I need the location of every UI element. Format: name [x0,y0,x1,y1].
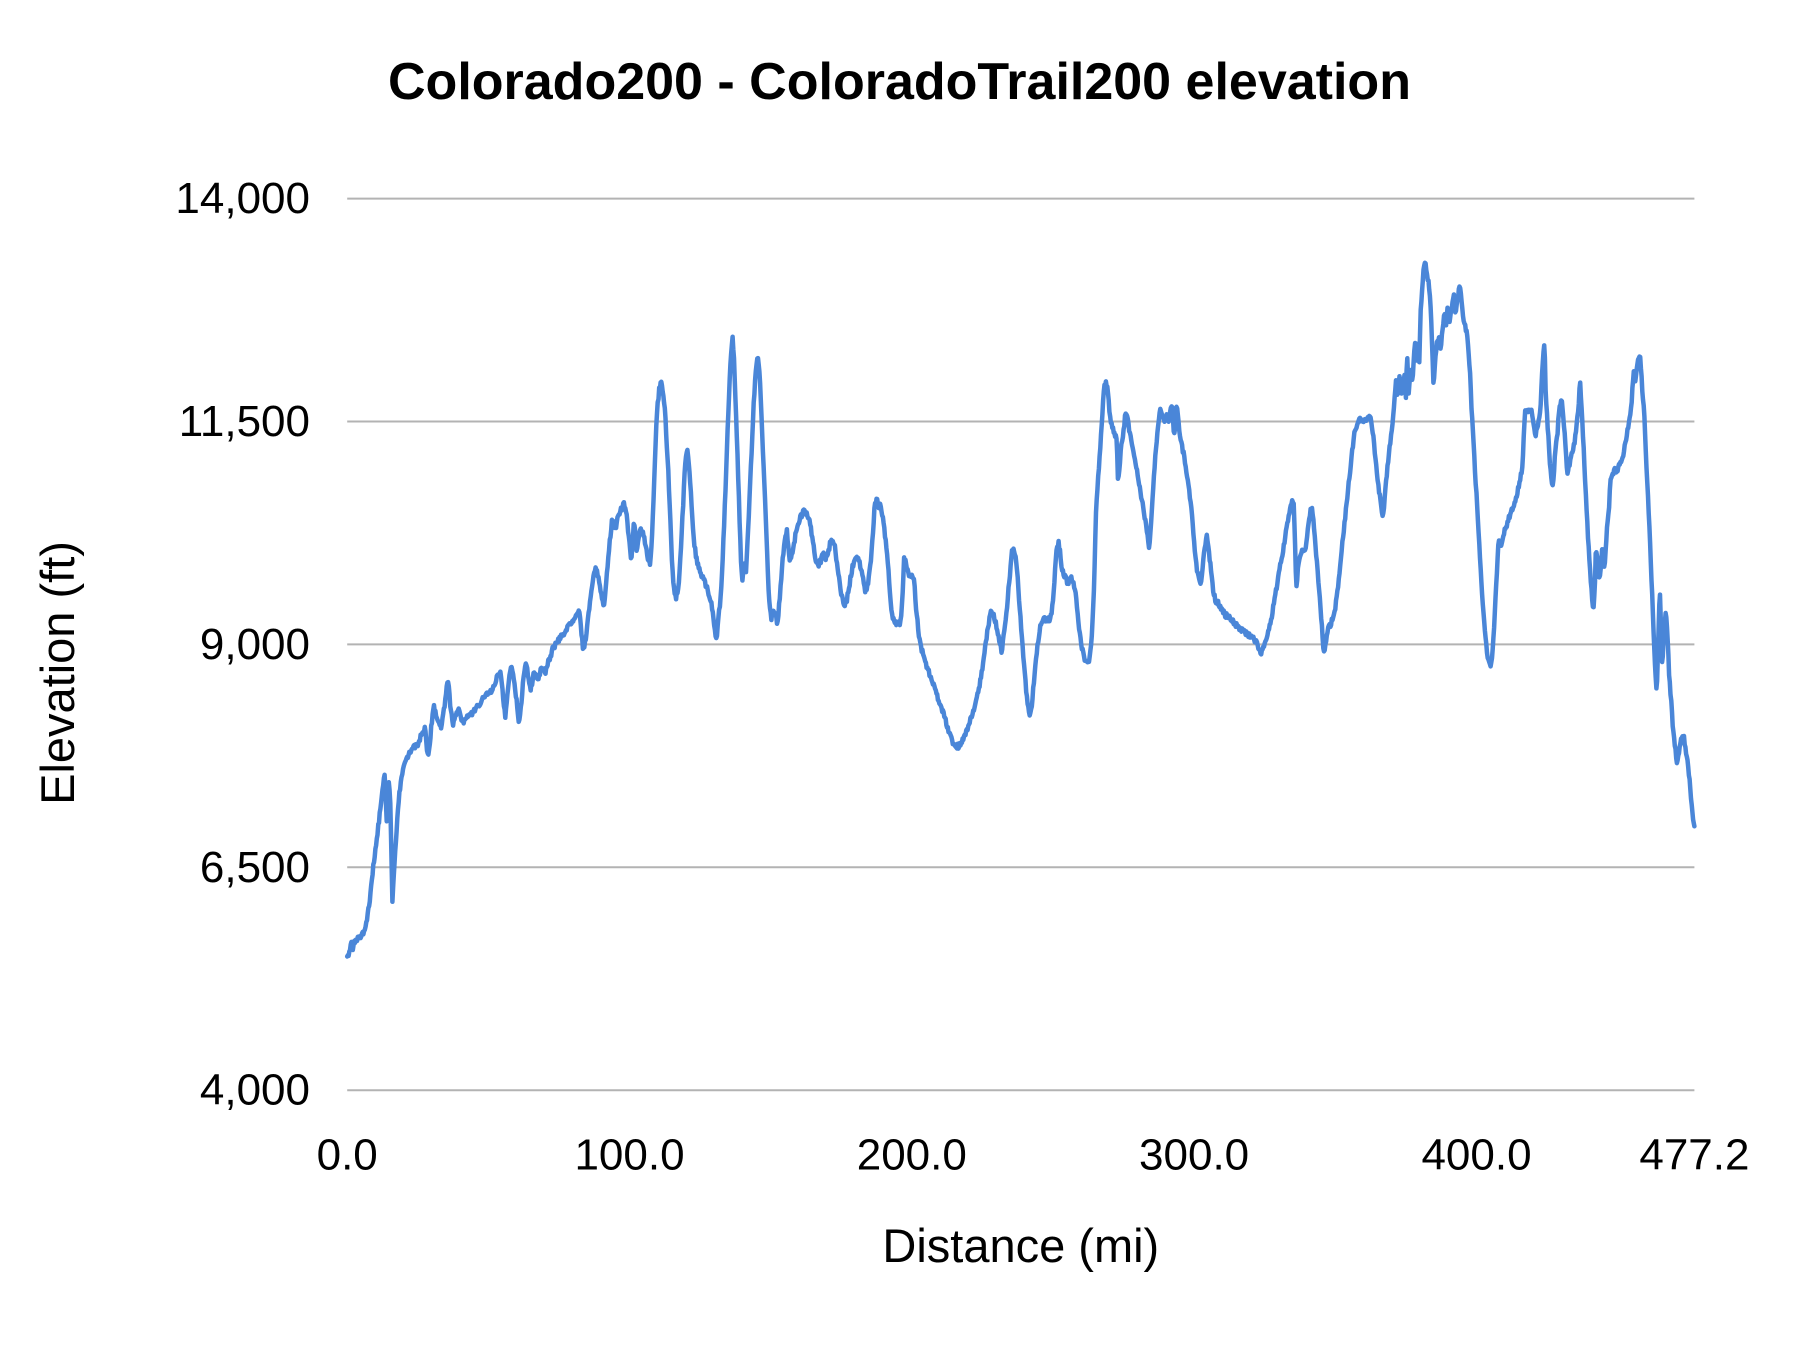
x-tick-label: 100.0 [574,1131,684,1180]
x-axis-tick-labels: 0.0 100.0 200.0 300.0 400.0 477.2 [317,1131,1750,1180]
y-tick-label: 6,500 [200,843,310,892]
y-tick-label: 4,000 [200,1066,310,1115]
x-tick-label: 0.0 [317,1131,378,1180]
x-axis-title: Distance (mi) [882,1219,1159,1272]
x-tick-label: 400.0 [1421,1131,1531,1180]
elevation-line [344,260,1697,959]
y-tick-label: 11,500 [179,397,310,446]
x-tick-label: 200.0 [857,1131,967,1180]
x-tick-label: 300.0 [1139,1131,1249,1180]
y-axis-title: Elevation (ft) [31,541,84,805]
y-tick-label: 9,000 [200,620,310,669]
x-tick-label: 477.2 [1639,1131,1749,1180]
chart-title: Colorado200 - ColoradoTrail200 elevation [388,53,1411,111]
y-axis-tick-labels: 4,000 6,500 9,000 11,500 14,000 [175,174,310,1115]
y-tick-label: 14,000 [175,174,310,223]
